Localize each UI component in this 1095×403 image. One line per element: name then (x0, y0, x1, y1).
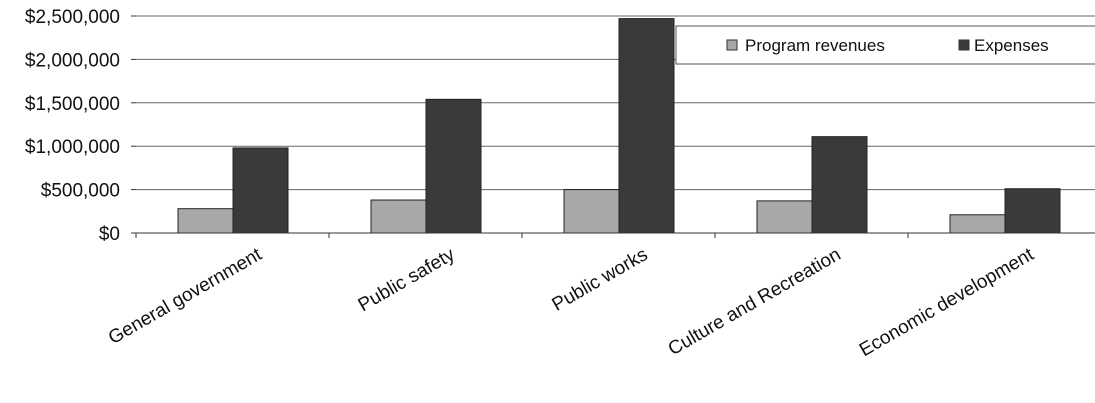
legend-label-expenses: Expenses (974, 36, 1049, 55)
category-label: Culture and Recreation (665, 244, 845, 360)
category-labels: General government Public safety Public wo… (105, 244, 1038, 361)
legend-box (675, 25, 1095, 65)
y-tick-label: $500,000 (41, 181, 120, 202)
y-tick-label: $1,500,000 (25, 94, 120, 115)
bar-expenses (811, 136, 868, 234)
legend-label-program-revenues: Program revenues (745, 36, 885, 55)
legend-swatch-program-revenues (726, 39, 738, 51)
category-label: Economic development (856, 244, 1038, 361)
y-tick-label: $2,000,000 (25, 50, 120, 71)
x-axis-ticks (135, 233, 909, 238)
bar-expenses (618, 18, 675, 234)
bar-program-revenues (370, 199, 427, 234)
bar-program-revenues (756, 200, 813, 234)
bar-program-revenues (177, 208, 234, 234)
y-tick-label: $1,000,000 (25, 137, 120, 158)
y-axis-ticks: $0 $500,000 $1,000,000 $1,500,000 $2,000,000… (25, 7, 136, 245)
category-label: General government (105, 244, 266, 349)
legend-swatch-expenses (958, 39, 970, 51)
bar-expenses (1004, 188, 1061, 234)
bar-program-revenues (563, 189, 620, 234)
legend: Program revenues Expenses (675, 25, 1095, 65)
category-label: Public safety (355, 244, 459, 316)
y-tick-label: $0 (99, 224, 120, 245)
y-tick-label: $2,500,000 (25, 7, 120, 28)
bar-expenses (232, 147, 289, 234)
bars (177, 18, 1061, 234)
category-label: Public works (549, 244, 652, 316)
bar-expenses (425, 98, 482, 234)
bar-program-revenues (949, 214, 1006, 234)
